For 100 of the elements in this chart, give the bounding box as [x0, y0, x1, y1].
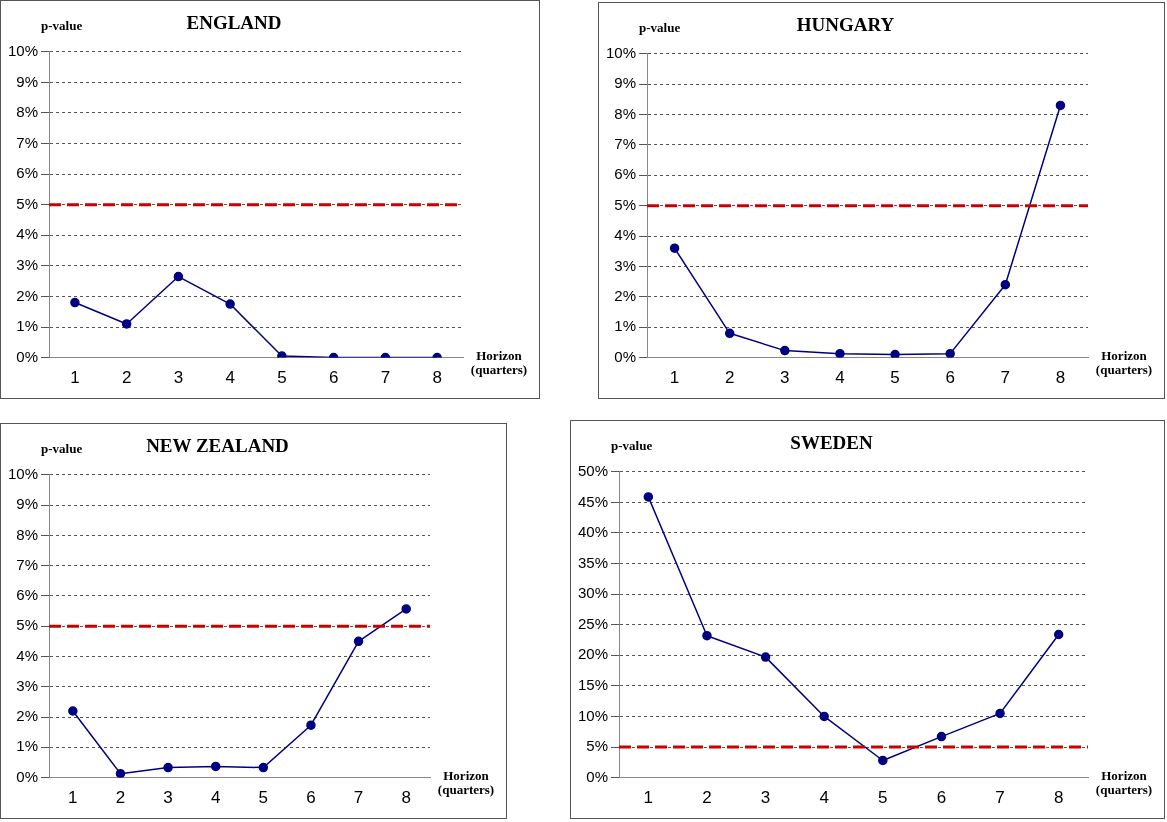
y-tick-label: 1%: [16, 737, 39, 755]
x-tick-label: 8: [432, 368, 442, 388]
x-tick-label: 2: [702, 788, 712, 808]
y-axis-title: p-value: [41, 441, 83, 457]
y-tick-label: 10%: [7, 464, 39, 482]
x-tick-label: 1: [68, 788, 78, 808]
point: [258, 762, 269, 773]
x-tick-label: 3: [780, 368, 790, 388]
x-tick-label: 5: [277, 368, 287, 388]
x-tick-label: 8: [1055, 368, 1066, 388]
y-tick-label: 7%: [16, 555, 39, 573]
y-tick-label: 3%: [614, 256, 637, 274]
y-tick-label: 5%: [16, 194, 39, 212]
x-axis-title: Horizon (quarters): [1095, 768, 1153, 798]
x-tick-label: 3: [173, 368, 184, 388]
x-tick-label: 5: [890, 368, 900, 388]
x-tick-label: 1: [70, 368, 80, 388]
x-tick-label: 7: [995, 788, 1005, 808]
point: [995, 708, 1005, 719]
y-tick-label: 4%: [16, 225, 39, 243]
y-tick-label: 20%: [577, 645, 609, 663]
chart-title: SWEDEN: [790, 432, 873, 454]
point: [702, 630, 712, 641]
x-tick-label: 6: [306, 788, 316, 808]
x-tick-label: 3: [760, 788, 771, 808]
x-tick-label: 7: [1000, 368, 1011, 388]
y-tick-label: 2%: [16, 286, 39, 304]
x-axis-title: Horizon (quarters): [470, 348, 528, 378]
point: [780, 345, 790, 356]
y-tick-label: 7%: [16, 133, 39, 151]
point: [890, 349, 900, 358]
y-tick-label: 5%: [614, 195, 637, 213]
x-tick-label: 6: [936, 788, 947, 808]
x-tick-label: 5: [258, 788, 269, 808]
y-tick-label: 3%: [16, 256, 39, 273]
y-tick-label: 4%: [614, 226, 637, 244]
y-tick-label: 10%: [577, 706, 609, 724]
x-axis-title: Horizon (quarters): [437, 768, 495, 798]
x-tick-label: 5: [878, 788, 888, 808]
x-tick-label: 4: [819, 788, 829, 808]
point: [401, 604, 411, 614]
y-tick-label: 25%: [577, 614, 609, 632]
x-tick-label: 1: [643, 788, 654, 808]
x-axis-title: Horizon (quarters): [1095, 348, 1153, 378]
point: [210, 761, 221, 772]
x-tick-label: 2: [121, 368, 132, 388]
point: [353, 636, 364, 647]
point: [163, 762, 173, 773]
y-tick-label: 15%: [577, 676, 609, 693]
x-tick-label: 1: [669, 368, 680, 388]
x-tick-label: 6: [945, 368, 955, 388]
y-tick-label: 40%: [577, 523, 609, 541]
point: [878, 755, 888, 766]
point: [306, 720, 316, 730]
x-tick-label: 6: [328, 368, 339, 388]
y-axis-title: p-value: [639, 20, 681, 36]
y-tick-label: 0%: [586, 767, 609, 785]
x-tick-label: 8: [401, 788, 411, 808]
point: [835, 348, 845, 358]
y-tick-label: 45%: [577, 492, 609, 510]
x-tick-label: 2: [724, 368, 735, 388]
y-tick-label: 5%: [586, 737, 609, 755]
y-tick-label: 1%: [614, 317, 637, 335]
x-tick-label: 7: [353, 788, 364, 808]
y-tick-label: 2%: [16, 707, 39, 725]
x-tick-label: 4: [210, 788, 221, 808]
x-tick-label: 3: [163, 788, 173, 808]
point: [669, 243, 680, 253]
chart-title: HUNGARY: [796, 14, 895, 36]
y-tick-label: 7%: [614, 135, 637, 153]
x-tick-label: 4: [835, 368, 845, 388]
y-axis-title: p-value: [41, 18, 83, 34]
point: [760, 652, 771, 662]
x-tick-label: 2: [115, 788, 126, 808]
point: [68, 706, 78, 716]
x-tick-label: 7: [380, 368, 391, 388]
y-tick-label: 5%: [16, 616, 39, 634]
y-tick-label: 0%: [16, 347, 39, 365]
point: [643, 492, 654, 502]
y-tick-label: 8%: [614, 104, 637, 122]
y-tick-label: 8%: [16, 525, 39, 543]
y-tick-label: 3%: [16, 676, 39, 694]
y-axis-title: p-value: [611, 438, 653, 454]
point: [936, 731, 947, 742]
y-tick-label: 4%: [16, 646, 39, 664]
y-tick-label: 6%: [16, 164, 39, 182]
y-tick-label: 10%: [7, 41, 39, 59]
point: [945, 348, 955, 358]
y-tick-label: 9%: [16, 72, 39, 90]
y-tick-label: 30%: [577, 584, 609, 602]
chart-title: ENGLAND: [186, 12, 282, 34]
y-tick-label: 2%: [614, 286, 637, 304]
x-tick-label: 4: [225, 368, 235, 388]
y-tick-label: 9%: [16, 495, 39, 513]
point: [1055, 100, 1066, 111]
y-tick-label: 50%: [577, 461, 609, 479]
y-tick-label: 0%: [614, 347, 637, 365]
y-tick-label: 35%: [577, 553, 609, 571]
y-tick-label: 10%: [605, 43, 637, 61]
y-tick-label: 8%: [16, 103, 39, 121]
